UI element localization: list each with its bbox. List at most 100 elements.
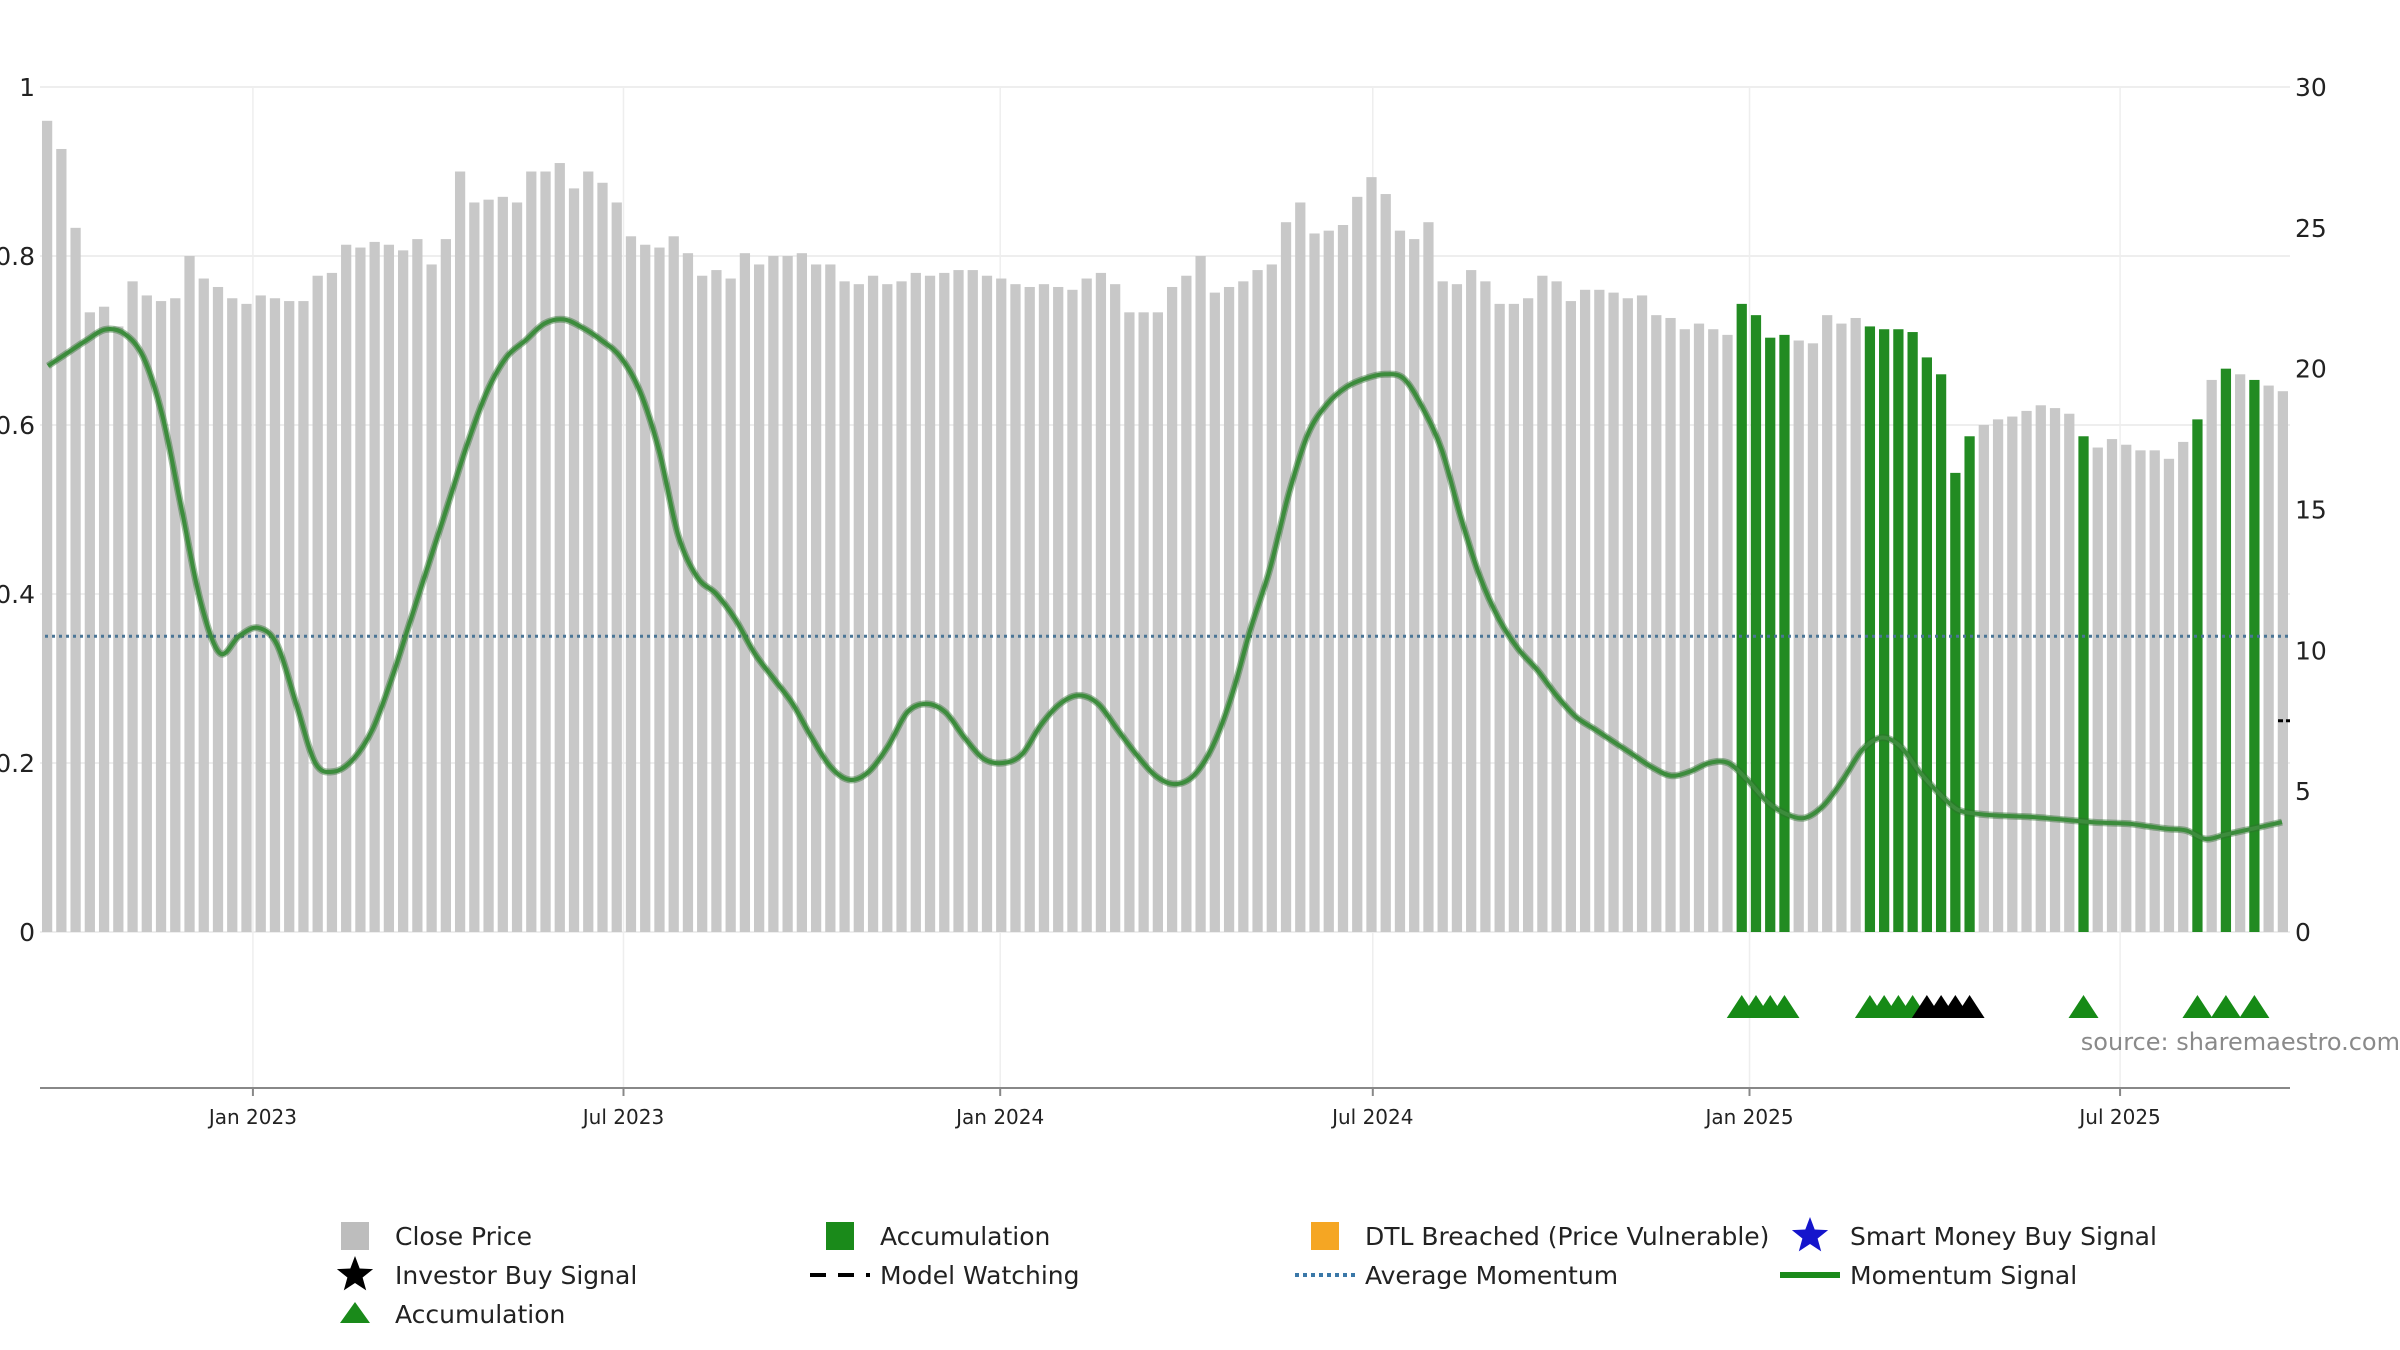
close-price-bar	[953, 270, 964, 933]
close-price-bar	[497, 196, 508, 933]
close-price-bar	[2235, 374, 2246, 932]
close-price-bar	[839, 281, 850, 933]
average-momentum-line	[45, 634, 2290, 723]
accumulation-bar	[2192, 419, 2203, 932]
right-axis-tick-label: 10	[2295, 636, 2327, 665]
close-price-bar	[1665, 317, 1676, 933]
close-price-bar	[141, 295, 152, 932]
close-price-bar	[1608, 292, 1619, 932]
close-price-bar	[867, 275, 879, 933]
accumulation-bar	[1921, 357, 1932, 932]
close-price-bar	[2035, 405, 2046, 932]
close-price-bar	[825, 264, 836, 932]
price-bars	[41, 120, 2288, 933]
right-axis-tick-label: 15	[2295, 496, 2327, 525]
close-price-bar	[511, 202, 523, 933]
close-price-bar	[212, 286, 224, 933]
close-price-bar	[882, 284, 893, 932]
x-axis-tick-label: Jul 2025	[2077, 1105, 2160, 1129]
close-price-bar	[326, 272, 338, 932]
close-price-bar	[1466, 270, 1477, 933]
close-price-bar	[924, 275, 936, 933]
right-axis-tick-label: 0	[2295, 918, 2311, 947]
close-price-bar	[1295, 202, 1306, 933]
close-price-bar	[155, 301, 167, 932]
close-price-bar	[440, 239, 451, 933]
accumulation-triangle	[2182, 995, 2213, 1018]
close-price-bar	[1594, 289, 1605, 932]
left-axis-tick-label: 0.4	[0, 580, 35, 609]
close-price-bar	[697, 275, 708, 933]
close-price-bar	[298, 301, 309, 932]
close-price-bar	[1038, 284, 1050, 932]
close-price-bar	[454, 171, 466, 932]
x-axis-tick-label: Jan 2023	[207, 1105, 297, 1129]
close-price-bar	[1451, 284, 1463, 932]
legend-label: Model Watching	[880, 1261, 1080, 1290]
close-price-bar	[255, 295, 266, 932]
legend-label: Accumulation	[880, 1222, 1050, 1251]
close-price-bar	[853, 284, 864, 932]
close-price-bar	[1622, 298, 1633, 932]
right-axis-tick-label: 5	[2295, 777, 2311, 806]
accumulation-bar	[1779, 334, 1790, 932]
left-axis-tick-label: 0.8	[0, 242, 35, 271]
close-price-bar	[469, 202, 480, 933]
close-price-bar	[412, 239, 423, 933]
accumulation-bar	[1765, 337, 1776, 932]
legend: Close Price Accumulation DTL Breached (Pri…	[336, 1217, 2157, 1329]
close-price-bar	[1124, 312, 1135, 933]
right-axis-tick-label: 25	[2295, 214, 2327, 243]
close-price-bar	[1252, 270, 1263, 933]
close-price-bar	[1480, 281, 1491, 933]
close-price-bar	[127, 281, 138, 933]
close-price-bar	[1722, 334, 1733, 932]
close-price-bar	[369, 241, 380, 933]
close-price-bar	[2007, 416, 2018, 932]
close-price-bar	[426, 264, 437, 932]
close-price-bar	[198, 278, 209, 932]
close-price-bar	[1238, 281, 1249, 933]
close-price-bar	[483, 199, 494, 933]
close-price-bar	[1523, 298, 1534, 932]
close-price-bar	[2277, 391, 2288, 932]
close-price-bar	[70, 227, 81, 932]
investor-signal-triangle	[1954, 995, 1985, 1018]
legend-triangle-icon	[340, 1302, 370, 1323]
close-price-bar	[939, 272, 950, 932]
accumulation-bar	[1750, 315, 1762, 932]
close-price-bar	[1024, 286, 1035, 933]
momentum-line-shadow	[46, 315, 2283, 843]
close-price-bar	[2178, 441, 2189, 932]
legend-star-icon	[336, 1256, 374, 1291]
close-price-bar	[2064, 413, 2075, 933]
close-price-bar	[1266, 264, 1277, 932]
accumulation-bar	[1893, 329, 1904, 933]
close-price-bar	[1423, 222, 1434, 932]
close-price-bar	[782, 256, 793, 932]
accumulation-bar	[2249, 379, 2260, 932]
x-axis-tick-label: Jul 2024	[1330, 1105, 1413, 1129]
close-price-bar	[1195, 256, 1206, 932]
close-price-bar	[981, 275, 993, 933]
close-price-bar	[1992, 419, 2004, 932]
close-price-bar	[1551, 281, 1562, 933]
close-price-bar	[1138, 312, 1149, 933]
close-price-bar	[1437, 281, 1448, 933]
close-price-bar	[1693, 323, 1705, 933]
close-price-bar	[540, 171, 551, 932]
close-price-bar	[41, 120, 53, 933]
close-price-bar	[1708, 329, 1719, 933]
accumulation-triangle	[2068, 995, 2099, 1018]
close-price-bar	[1651, 315, 1662, 932]
close-price-bar	[2049, 408, 2061, 933]
close-price-bar	[1822, 315, 1833, 932]
close-price-bar	[1067, 289, 1078, 932]
x-axis-tick-label: Jan 2025	[1703, 1105, 1793, 1129]
close-price-bar	[2206, 379, 2217, 932]
legend-label: Close Price	[395, 1222, 532, 1251]
close-price-bar	[1352, 196, 1363, 933]
close-price-bar	[227, 298, 238, 932]
close-price-bar	[1095, 272, 1107, 932]
